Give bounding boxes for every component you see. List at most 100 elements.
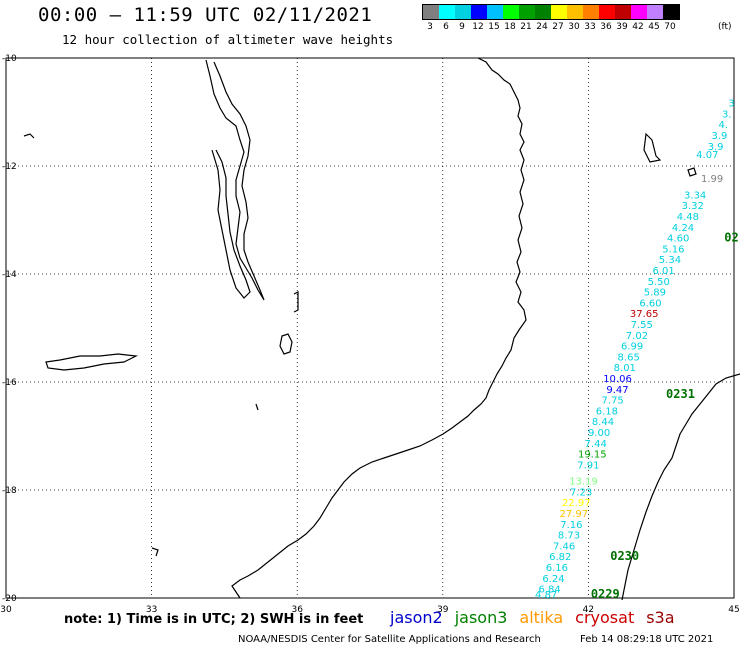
swh-value: 3.32	[682, 201, 704, 212]
color-scale-label: 18	[504, 22, 516, 32]
legend-item-altika: altika	[519, 608, 564, 627]
swh-value: 5.50	[648, 277, 670, 288]
swh-value: 1.99	[701, 174, 723, 185]
swh-value: 9.47	[606, 385, 628, 396]
swh-value: 4.48	[677, 212, 699, 223]
lat-tick-label: -16	[2, 378, 17, 388]
swh-value: 6.84	[538, 585, 560, 596]
lon-tick-label: 45	[728, 605, 739, 615]
lat-tick-label: -12	[2, 162, 17, 172]
swh-value: 7.44	[585, 439, 607, 450]
color-scale-label: 70	[664, 22, 676, 32]
credit-line: NOAA/NESDIS Center for Satellite Applica…	[238, 634, 541, 645]
color-scale-label: 42	[632, 22, 644, 32]
color-scale-label: 30	[568, 22, 580, 32]
pass-time-label: 02	[724, 231, 738, 245]
color-swatch	[439, 5, 455, 19]
swh-value: 7.23	[570, 487, 592, 498]
color-scale-label: 9	[459, 22, 465, 32]
swh-value: 6.99	[621, 342, 643, 353]
coast-small-1	[255, 403, 259, 411]
swh-value: 7.02	[626, 331, 648, 342]
swh-value: 5.34	[659, 255, 681, 266]
map-frame	[5, 57, 735, 599]
color-scale-label: 3	[427, 22, 433, 32]
swh-value: 7.46	[553, 541, 575, 552]
swh-value: 3.9	[708, 142, 724, 153]
swh-value: 6.60	[639, 298, 661, 309]
swh-value: 3.9	[711, 131, 727, 142]
lon-tick-label: 30	[0, 605, 12, 615]
color-scale-labels: 3 6 9 12 15 18 21 24 27 30 33 36 39 42 45 70	[422, 22, 678, 32]
coastline	[23, 57, 740, 601]
generation-date: Feb 14 08:29:18 UTC 2021	[580, 634, 714, 645]
swh-value: 22.97	[562, 498, 591, 509]
swh-value: 6.82	[549, 552, 571, 563]
swh-value: 8.73	[558, 531, 580, 542]
color-swatch	[647, 5, 663, 19]
color-scale-label: 45	[648, 22, 660, 32]
legend-item-jason3: jason3	[454, 608, 508, 627]
color-swatch	[487, 5, 503, 19]
swh-value: 7.16	[560, 520, 582, 531]
coastline-mainland	[231, 57, 527, 599]
color-swatch	[471, 5, 487, 19]
swh-value: 7.75	[602, 396, 624, 407]
color-scale-label: 39	[616, 22, 628, 32]
swh-value: 7.91	[577, 460, 599, 471]
color-swatch	[615, 5, 631, 19]
lake-chilwa	[279, 333, 293, 355]
lon-tick-label: 33	[146, 605, 157, 615]
small-lake-west	[23, 133, 35, 139]
swh-values: 33.4.3.93.94.071.993.343.324.484.244.605…	[535, 99, 739, 601]
swh-value: 9.00	[588, 428, 610, 439]
swh-value: 4.24	[672, 223, 694, 234]
color-scale-unit: (ft)	[718, 22, 732, 32]
color-swatch	[599, 5, 615, 19]
color-swatch	[455, 5, 471, 19]
swh-value: 19.15	[578, 450, 607, 461]
color-swatch	[583, 5, 599, 19]
swh-value: 4.07	[696, 150, 718, 161]
satellite-legend: jason2 jason3 altika cryosat s3a	[390, 608, 687, 627]
pass-time-label: 0231	[666, 387, 695, 401]
swh-value: 13.19	[569, 477, 598, 488]
lat-tick-label: -20	[2, 594, 17, 604]
swh-value: 4.87	[535, 590, 557, 601]
color-scale-label: 24	[536, 22, 548, 32]
lat-tick-label: -18	[2, 486, 17, 496]
color-scale-label: 33	[584, 22, 596, 32]
color-scale-label: 15	[488, 22, 500, 32]
color-swatch	[551, 5, 567, 19]
lake-malawi	[205, 59, 265, 301]
swh-value: 6.16	[546, 563, 568, 574]
swh-value: 3.34	[684, 190, 706, 201]
legend-item-s3a: s3a	[646, 608, 675, 627]
swh-value: 3	[728, 99, 734, 110]
color-scale-label: 6	[443, 22, 449, 32]
swh-value: 6.01	[652, 266, 674, 277]
color-swatch	[663, 5, 679, 19]
lon-tick-label: 42	[583, 605, 594, 615]
swh-value: 3.	[722, 109, 732, 120]
color-scale-label: 27	[552, 22, 564, 32]
color-scale-bar	[422, 4, 680, 20]
madagascar-coast	[621, 373, 740, 601]
small-island-1	[687, 167, 697, 177]
page-subtitle: 12 hour collection of altimeter wave hei…	[62, 32, 394, 47]
swh-value: 27.97	[560, 509, 589, 520]
color-swatch	[423, 5, 439, 19]
lake-shore-small	[293, 291, 299, 313]
swh-value: 7.55	[631, 320, 653, 331]
lat-lon-grid	[5, 57, 735, 599]
swh-value: 6.18	[596, 406, 618, 417]
swh-value: 8.44	[592, 417, 614, 428]
swh-value: 5.89	[644, 288, 666, 299]
color-swatch	[567, 5, 583, 19]
color-scale-label: 36	[600, 22, 612, 32]
color-swatch	[519, 5, 535, 19]
lake-malawi-west	[211, 149, 251, 299]
comoros-island	[643, 132, 662, 163]
lake-bangweulu	[45, 353, 139, 371]
